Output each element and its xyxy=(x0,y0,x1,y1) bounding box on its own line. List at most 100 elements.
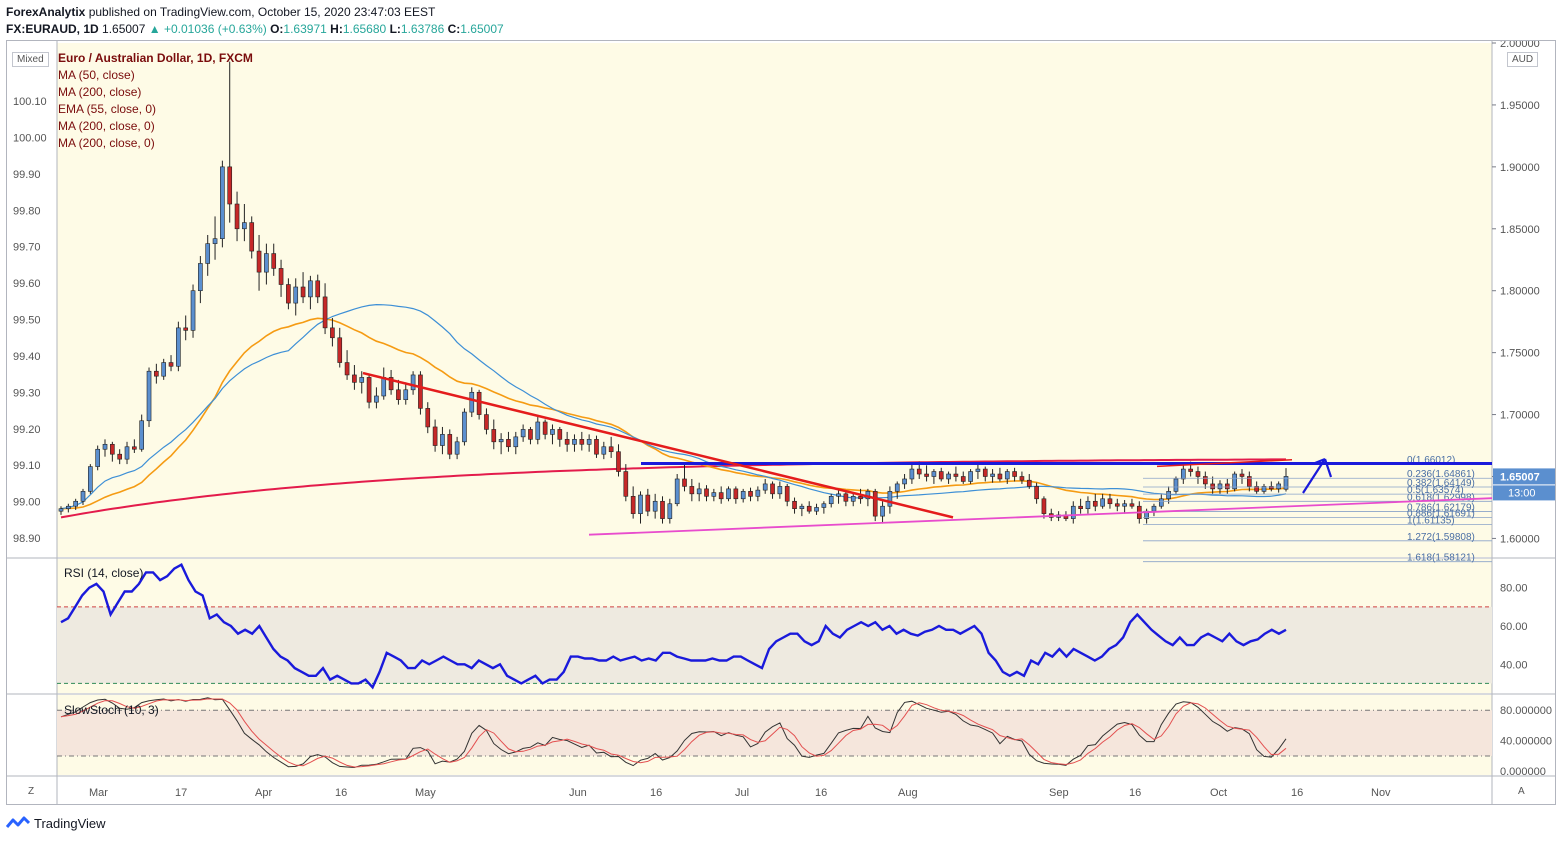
candle xyxy=(740,488,746,503)
candle xyxy=(601,441,607,460)
candle xyxy=(80,488,86,505)
candle-body xyxy=(938,471,944,480)
candle-body xyxy=(300,286,306,298)
candle-body xyxy=(1122,503,1127,507)
x-axis-tick: 16 xyxy=(815,787,827,799)
candle xyxy=(990,469,995,483)
publisher-name[interactable]: ForexAnalytix xyxy=(6,5,86,19)
candle xyxy=(1210,476,1215,494)
candle xyxy=(403,382,409,405)
candle-body xyxy=(667,503,673,519)
candle-body xyxy=(308,280,313,298)
candle xyxy=(1232,471,1237,492)
candle xyxy=(1195,466,1201,484)
candle-body xyxy=(968,471,973,482)
candle xyxy=(278,259,284,297)
open-label: O: xyxy=(270,22,284,36)
upper-trendline xyxy=(1156,459,1293,468)
auto-scale-button[interactable]: A xyxy=(1518,786,1525,797)
candle-body xyxy=(836,493,841,497)
scale-mode-badge[interactable]: Mixed xyxy=(12,52,49,67)
price-axis-tick: 1.80000 xyxy=(1500,286,1540,298)
timezone-button[interactable]: Z xyxy=(28,786,35,797)
candle xyxy=(322,283,328,335)
candle-body xyxy=(1041,498,1047,514)
candle-body xyxy=(1202,476,1208,485)
candle-body xyxy=(337,337,343,363)
candle xyxy=(667,498,673,524)
candle xyxy=(1173,476,1179,494)
candle xyxy=(330,317,335,347)
candle-body xyxy=(1188,468,1193,472)
candle xyxy=(161,358,167,380)
candle xyxy=(572,434,577,452)
current-price-tag xyxy=(1493,468,1555,485)
candle-body xyxy=(88,466,93,492)
candle xyxy=(608,436,614,458)
currency-badge[interactable]: AUD xyxy=(1507,52,1539,67)
candle-body xyxy=(242,222,247,230)
ma200-line xyxy=(60,458,1286,519)
candle-body xyxy=(982,468,988,477)
stoch-axis-tick: 0.000000 xyxy=(1500,766,1546,778)
price-axis-tick: 1.60000 xyxy=(1500,533,1540,545)
candle xyxy=(462,408,467,446)
candle xyxy=(73,498,78,510)
candle-body xyxy=(645,494,651,512)
candle-body xyxy=(520,429,526,438)
fib-label: 0.886(1.61691) xyxy=(1407,508,1475,519)
candle-body xyxy=(594,439,599,455)
candle xyxy=(1166,486,1171,504)
candle-body xyxy=(1210,483,1215,490)
candle xyxy=(806,501,812,514)
candle-body xyxy=(1019,476,1025,481)
fib-label: 0.618(1.62998) xyxy=(1407,492,1475,503)
candle xyxy=(447,429,453,460)
candle xyxy=(674,474,680,507)
candle xyxy=(308,275,313,310)
stoch-band-fill xyxy=(57,710,1492,756)
candle xyxy=(1026,474,1032,489)
stoch-k-line xyxy=(60,697,1287,769)
candle xyxy=(968,469,973,484)
footer: TradingView xyxy=(6,812,106,834)
candle xyxy=(190,284,196,338)
candle xyxy=(975,464,981,479)
candle xyxy=(139,414,145,452)
candle-body xyxy=(748,491,753,497)
price-axis-tick: 1.75000 xyxy=(1500,348,1540,360)
left-axis-tick: 99.60 xyxy=(13,278,41,290)
candle xyxy=(564,431,570,452)
candle-body xyxy=(821,503,827,508)
candle xyxy=(506,431,511,452)
x-axis-tick: 16 xyxy=(1129,787,1141,799)
candle-body xyxy=(689,486,695,495)
candle xyxy=(176,321,181,372)
candle xyxy=(205,234,211,276)
left-axis-tick: 99.00 xyxy=(13,497,41,509)
candle-body xyxy=(1151,505,1157,512)
candle-body xyxy=(139,420,145,450)
candle xyxy=(586,434,592,452)
chart-frame: 2.00000 1.95000 1.90000 1.85000 1.80000 1.750… xyxy=(6,40,1556,805)
candle xyxy=(946,471,951,484)
candle-body xyxy=(931,471,937,477)
candle-body xyxy=(183,327,189,331)
candle-body xyxy=(80,491,86,502)
candle-body xyxy=(168,362,174,367)
x-axis-tick: Jun xyxy=(569,787,587,799)
footer-brand[interactable]: TradingView xyxy=(34,815,106,831)
left-axis-tick: 99.10 xyxy=(13,460,41,472)
candle xyxy=(733,486,739,504)
low-label: L: xyxy=(389,22,401,36)
candle xyxy=(249,216,255,259)
stoch-d-line xyxy=(60,698,1287,768)
candle-body xyxy=(124,446,130,460)
candle-body xyxy=(227,166,233,205)
candle-body xyxy=(660,500,665,519)
chart-canvas[interactable]: 2.00000 1.95000 1.90000 1.85000 1.80000 1.750… xyxy=(7,41,1555,804)
rsi-band-fill xyxy=(57,606,1492,684)
candle xyxy=(432,419,438,452)
x-axis-tick: Apr xyxy=(255,787,272,799)
candle-body xyxy=(777,486,783,495)
